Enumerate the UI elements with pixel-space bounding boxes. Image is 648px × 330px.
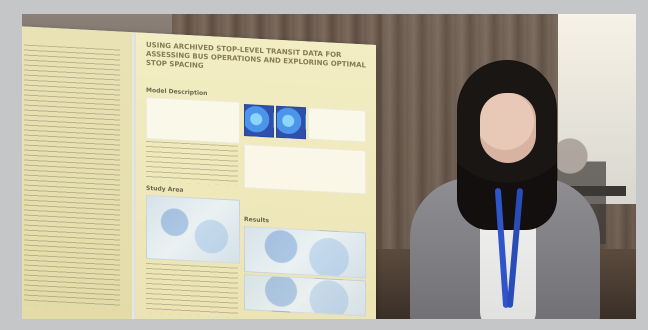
person	[392, 38, 612, 319]
poster-board: USING ARCHIVED STOP-LEVEL TRANSIT DATA F…	[22, 26, 376, 319]
poster-section-model: Model Description	[146, 86, 208, 98]
poster-section-results: Results	[244, 216, 270, 225]
poster-results-map	[244, 226, 366, 279]
poster-figure-3	[244, 144, 366, 195]
poster-left-panel	[22, 26, 132, 319]
poster-heatmap	[244, 104, 274, 138]
poster-body-text	[146, 140, 238, 186]
poster-heatmap-2	[276, 105, 306, 140]
poster-section-study-area: Study Area	[146, 184, 184, 194]
poster-map	[146, 194, 240, 264]
poster-footer-text	[146, 262, 238, 318]
poster-results-map-2	[244, 274, 366, 317]
poster-text	[24, 44, 120, 310]
poster-main-panel: USING ARCHIVED STOP-LEVEL TRANSIT DATA F…	[134, 32, 376, 319]
face	[480, 93, 536, 163]
poster-figure-2	[308, 107, 366, 143]
poster-figure	[146, 96, 240, 144]
poster-title: USING ARCHIVED STOP-LEVEL TRANSIT DATA F…	[146, 40, 367, 70]
photo: USING ARCHIVED STOP-LEVEL TRANSIT DATA F…	[22, 14, 636, 319]
